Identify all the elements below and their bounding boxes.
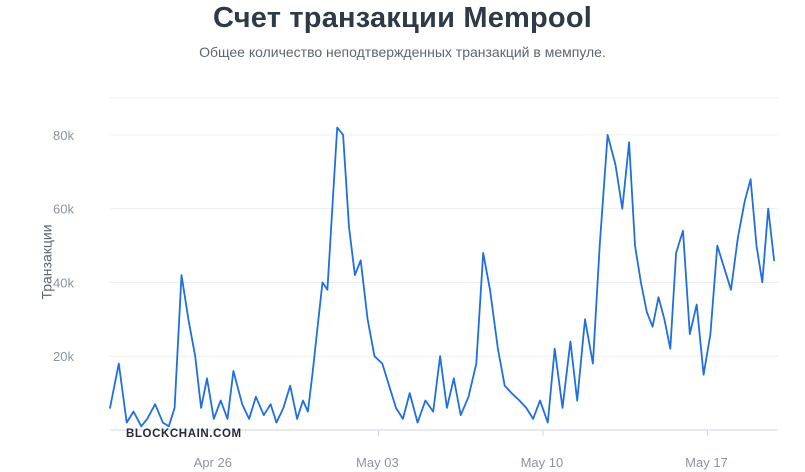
y-tick-label: 80k <box>53 128 74 143</box>
y-tick-label: 20k <box>53 349 74 364</box>
series-group <box>109 126 775 428</box>
x-tick-label: Apr 26 <box>194 455 232 470</box>
x-axis: Apr 26 May 03 May 10 May 17 <box>110 429 778 470</box>
y-tick-label: 60k <box>53 202 74 217</box>
chart-subtitle: Общее количество неподтвержденных транза… <box>199 44 606 60</box>
chart-title: Счет транзакции Mempool <box>212 2 593 34</box>
series-line <box>109 126 775 428</box>
y-tick-labels: 20k 40k 60k 80k <box>53 128 74 364</box>
gridlines <box>110 97 778 357</box>
x-tick-label: May 03 <box>356 455 399 470</box>
x-tick-label: May 10 <box>521 455 564 470</box>
x-tick-label: May 17 <box>685 455 728 470</box>
y-tick-label: 40k <box>53 275 74 290</box>
blockchain-watermark: BLOCKCHAIN.COM <box>126 428 242 440</box>
